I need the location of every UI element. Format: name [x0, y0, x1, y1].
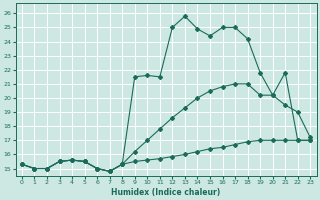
X-axis label: Humidex (Indice chaleur): Humidex (Indice chaleur) [111, 188, 221, 197]
